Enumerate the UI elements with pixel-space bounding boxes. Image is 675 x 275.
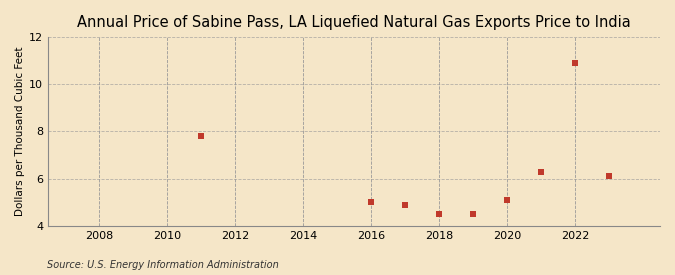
Point (433, 212, 444, 216)
Point (536, 169, 547, 174)
Point (196, 134, 207, 138)
Point (603, 174, 614, 178)
Point (366, 200, 377, 204)
Point (400, 202, 410, 207)
Point (502, 198, 512, 202)
Y-axis label: Dollars per Thousand Cubic Feet: Dollars per Thousand Cubic Feet (15, 46, 25, 216)
Point (468, 212, 479, 216)
Title: Annual Price of Sabine Pass, LA Liquefied Natural Gas Exports Price to India: Annual Price of Sabine Pass, LA Liquefie… (77, 15, 631, 30)
Text: Source: U.S. Energy Information Administration: Source: U.S. Energy Information Administ… (47, 260, 279, 270)
Point (570, 60, 580, 65)
